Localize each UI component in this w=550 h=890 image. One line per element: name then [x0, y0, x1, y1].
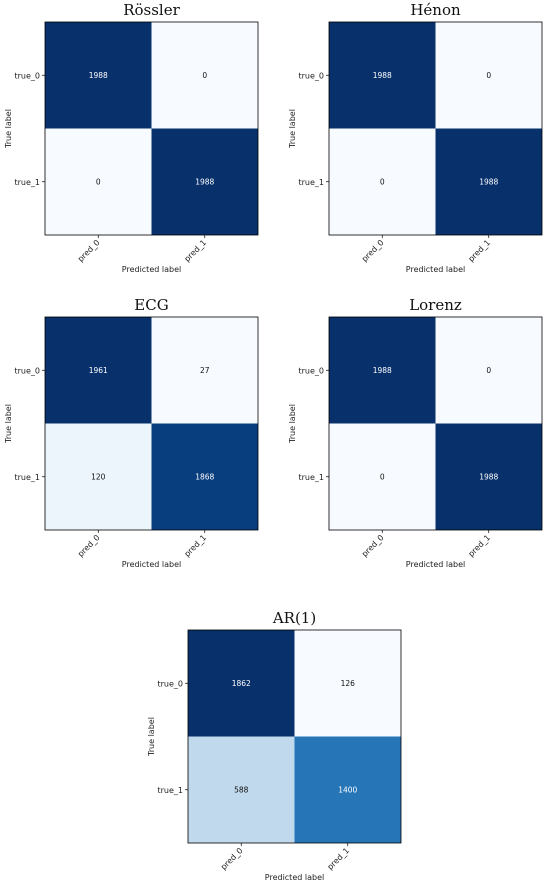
cell-value-label: 1988 — [373, 71, 392, 80]
y-axis-label: True label — [147, 717, 156, 757]
y-tick-label: true_0 — [298, 71, 324, 80]
y-axis-label: True label — [4, 109, 13, 149]
confusion-matrix-panel: AR(1) 1862 126 588 1400 true_0 true_1 pred_0 pre… — [147, 609, 402, 882]
x-tick-label: pred_0 — [76, 533, 102, 559]
heatmap-cell — [435, 128, 542, 235]
plot-frame — [187, 629, 402, 844]
plot-frame — [328, 21, 543, 236]
cell-value-label: 27 — [200, 366, 210, 375]
chart-title: Lorenz — [409, 296, 462, 314]
heatmap-cell — [294, 736, 401, 843]
y-tick-label: true_0 — [14, 71, 40, 80]
heatmap-cell — [151, 22, 258, 129]
heatmap-cell — [329, 423, 436, 530]
cell-value-label: 0 — [202, 71, 207, 80]
cell-value-label: 120 — [91, 472, 106, 481]
y-axis-label: True label — [4, 404, 13, 444]
y-tick-label: true_0 — [14, 366, 40, 375]
heatmap-cell — [188, 736, 295, 843]
confusion-matrix-panel: Lorenz 1988 0 0 1988 true_0 true_1 pred_0 pred_1… — [288, 296, 543, 569]
chart-title: Rössler — [123, 1, 180, 19]
cell-value-label: 0 — [96, 177, 101, 186]
chart-title: AR(1) — [272, 609, 316, 627]
heatmap-cell — [151, 128, 258, 235]
y-tick-label: true_1 — [14, 178, 40, 187]
heatmap-cell — [188, 630, 295, 737]
y-axis-label: True label — [288, 404, 297, 444]
heatmap-cell — [45, 317, 152, 424]
x-axis-label: Predicted label — [122, 265, 181, 274]
y-tick-label: true_1 — [14, 473, 40, 482]
cell-value-label: 1988 — [195, 177, 214, 186]
x-tick-label: pred_1 — [326, 846, 352, 872]
heatmap-cell — [329, 22, 436, 129]
y-tick-label: true_1 — [298, 473, 324, 482]
cell-value-label: 1868 — [195, 472, 214, 481]
y-tick-label: true_1 — [157, 786, 183, 795]
cell-value-label: 126 — [341, 679, 356, 688]
heatmap-cell — [151, 423, 258, 530]
confusion-matrix-panel: Hénon 1988 0 0 1988 true_0 true_1 pred_0 pred_1P… — [288, 1, 543, 274]
heatmap-cell — [294, 630, 401, 737]
heatmap-cell — [45, 128, 152, 235]
x-tick-label: pred_0 — [360, 238, 386, 264]
cell-value-label: 1988 — [373, 366, 392, 375]
y-tick-label: true_0 — [298, 366, 324, 375]
heatmap-cell — [435, 22, 542, 129]
x-tick-label: pred_1 — [467, 238, 493, 264]
x-axis-label: Predicted label — [122, 560, 181, 569]
chart-title: ECG — [134, 296, 168, 314]
plot-frame — [44, 21, 259, 236]
cell-value-label: 1862 — [232, 679, 251, 688]
x-tick-label: pred_1 — [467, 533, 493, 559]
chart-title: Hénon — [410, 1, 461, 19]
heatmap-cell — [45, 423, 152, 530]
cell-value-label: 0 — [380, 472, 385, 481]
cell-value-label: 1400 — [338, 785, 357, 794]
x-axis-label: Predicted label — [406, 560, 465, 569]
heatmap-cell — [329, 128, 436, 235]
x-axis-label: Predicted label — [265, 873, 324, 882]
confusion-matrix-panel: ECG 1961 27 120 1868 true_0 true_1 pred_0 pred_1… — [4, 296, 259, 569]
x-tick-label: pred_0 — [76, 238, 102, 264]
x-tick-label: pred_1 — [183, 238, 209, 264]
cell-value-label: 588 — [234, 785, 249, 794]
cell-value-label: 1988 — [479, 472, 498, 481]
heatmap-cell — [435, 423, 542, 530]
cell-value-label: 0 — [486, 71, 491, 80]
y-tick-label: true_1 — [298, 178, 324, 187]
confusion-matrix-panel: Rössler 1988 0 0 1988 true_0 true_1 pred_0 pred_… — [4, 1, 259, 274]
x-tick-label: pred_1 — [183, 533, 209, 559]
x-tick-label: pred_0 — [360, 533, 386, 559]
cell-value-label: 1988 — [479, 177, 498, 186]
plot-frame — [328, 316, 543, 531]
cell-value-label: 1961 — [89, 366, 108, 375]
y-axis-label: True label — [288, 109, 297, 149]
heatmap-cell — [435, 317, 542, 424]
cell-value-label: 0 — [486, 366, 491, 375]
cell-value-label: 0 — [380, 177, 385, 186]
plot-frame — [44, 316, 259, 531]
heatmap-cell — [329, 317, 436, 424]
heatmap-cell — [151, 317, 258, 424]
cell-value-label: 1988 — [89, 71, 108, 80]
heatmap-cell — [45, 22, 152, 129]
x-axis-label: Predicted label — [406, 265, 465, 274]
x-tick-label: pred_0 — [219, 846, 245, 872]
y-tick-label: true_0 — [157, 679, 183, 688]
